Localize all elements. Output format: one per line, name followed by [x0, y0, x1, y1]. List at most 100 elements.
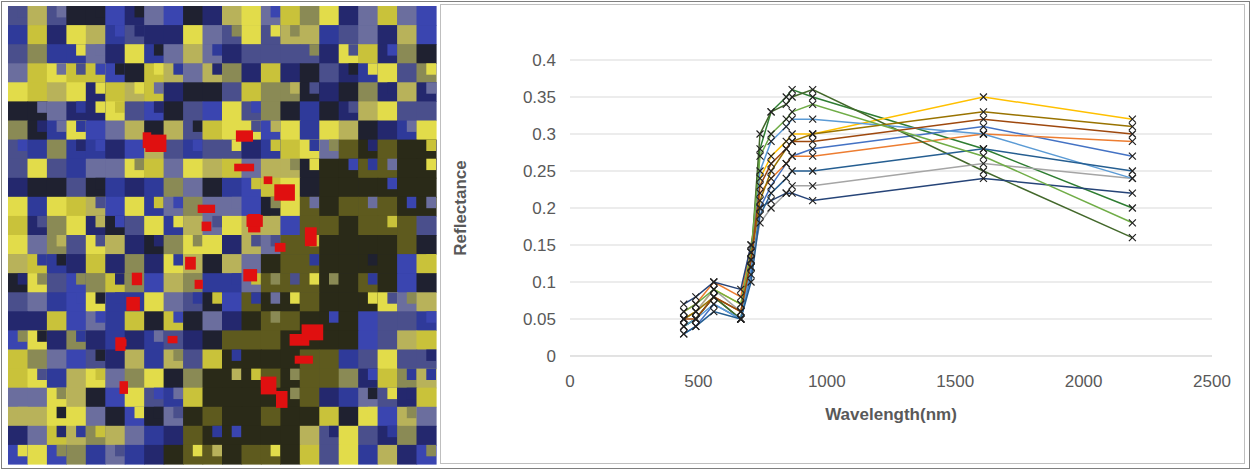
image-patch	[144, 445, 164, 465]
image-patch	[37, 121, 47, 132]
y-tick-label: 0.05	[523, 310, 556, 329]
marker-cross	[737, 286, 744, 293]
image-patch	[368, 254, 378, 265]
image-patch	[358, 445, 378, 465]
image-patch	[76, 273, 86, 284]
image-patch	[105, 273, 125, 293]
marker	[692, 308, 699, 315]
image-patch	[280, 25, 300, 45]
marker-cross	[809, 101, 816, 108]
highlight-field	[261, 377, 277, 395]
marker	[680, 316, 687, 323]
image-patch	[144, 63, 164, 83]
image-patch	[203, 407, 223, 427]
image-patch	[28, 350, 48, 370]
image-patch	[183, 445, 203, 465]
image-patch	[47, 273, 67, 293]
image-patch	[183, 426, 203, 446]
marker	[783, 145, 790, 152]
marker	[710, 279, 717, 286]
marker-cross	[737, 301, 744, 308]
image-patch	[310, 197, 320, 208]
image-patch	[222, 426, 242, 446]
image-patch	[28, 82, 48, 102]
image-patch	[47, 216, 67, 236]
highlight-field	[202, 222, 212, 232]
highlight-field	[126, 297, 140, 311]
marker-cross	[748, 242, 755, 249]
marker-cross	[680, 301, 687, 308]
marker	[789, 182, 796, 189]
image-patch	[28, 178, 48, 198]
image-patch	[232, 426, 242, 437]
image-patch	[417, 235, 437, 255]
image-patch	[86, 216, 106, 236]
y-tick-label: 0.25	[523, 162, 556, 181]
image-patch	[300, 101, 320, 121]
image-patch	[319, 254, 339, 274]
image-patch	[66, 44, 86, 64]
image-patch	[271, 273, 281, 284]
image-patch	[105, 254, 125, 274]
image-patch	[397, 82, 417, 102]
image-patch	[300, 63, 320, 83]
image-patch	[319, 44, 339, 64]
outer-frame	[2, 2, 1250, 469]
image-patch	[76, 63, 86, 74]
image-patch	[378, 311, 398, 331]
image-patch	[115, 445, 125, 456]
image-patch	[261, 25, 281, 45]
image-patch	[358, 44, 378, 64]
highlight-field	[145, 135, 166, 152]
image-patch	[426, 140, 436, 151]
image-patch	[319, 350, 339, 370]
marker	[783, 190, 790, 197]
image-patch	[271, 121, 281, 132]
marker	[783, 138, 790, 145]
image-patch	[310, 159, 320, 170]
image-patch	[86, 25, 106, 45]
image-patch	[154, 101, 164, 112]
marker	[809, 131, 816, 138]
marker-cross	[680, 316, 687, 323]
image-patch	[183, 25, 203, 45]
image-patch	[271, 445, 281, 456]
image-patch	[339, 311, 359, 331]
image-patch	[66, 273, 86, 293]
image-patch	[319, 82, 339, 102]
image-patch	[183, 216, 203, 236]
image-patch	[339, 254, 359, 274]
image-patch	[339, 426, 359, 446]
marker-cross	[783, 123, 790, 130]
image-patch	[426, 159, 436, 170]
image-patch	[339, 44, 359, 64]
image-patch	[105, 407, 125, 427]
image-patch	[66, 6, 86, 26]
marker	[710, 293, 717, 300]
image-patch	[164, 407, 184, 427]
image-patch	[417, 273, 437, 293]
image-patch	[66, 254, 86, 274]
marker-cross	[757, 219, 764, 226]
image-patch	[319, 292, 339, 312]
marker-cross	[1129, 153, 1136, 160]
image-patch	[135, 6, 145, 17]
spectrum-line	[684, 112, 1133, 319]
image-patch	[164, 292, 184, 312]
marker	[710, 279, 717, 286]
image-patch	[271, 292, 281, 303]
grid-line	[570, 171, 1212, 172]
image-patch	[339, 101, 359, 121]
image-patch	[47, 407, 67, 427]
image-patch	[86, 6, 106, 26]
image-patch	[358, 407, 378, 427]
y-tick-label: 0.15	[523, 236, 556, 255]
marker	[757, 175, 764, 182]
marker-cross	[809, 168, 816, 175]
image-patch	[271, 140, 281, 151]
image-patch	[203, 426, 223, 446]
image-patch	[212, 63, 222, 74]
image-patch	[47, 292, 67, 312]
highlight-field	[185, 257, 196, 270]
image-patch	[222, 273, 242, 293]
